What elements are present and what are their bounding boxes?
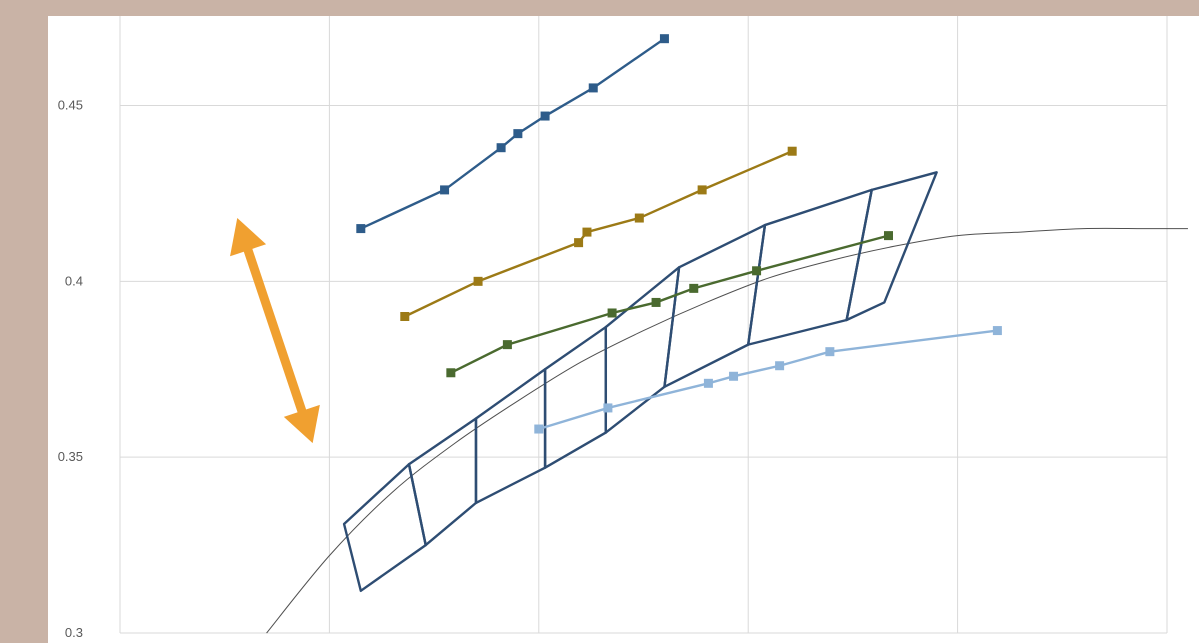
series-3-point: [775, 361, 785, 371]
plot-area: [48, 16, 1199, 643]
series-3-point: [729, 371, 739, 381]
annotation-arrow-head-bottom: [283, 404, 320, 444]
series-3-point: [992, 326, 1002, 336]
y-tick-label: 0.45: [58, 98, 83, 113]
series-1-point: [697, 185, 707, 195]
series-1-point: [574, 238, 584, 248]
y-tick-label: 0.3: [65, 625, 83, 640]
series-1-point: [582, 227, 592, 237]
series-0-point: [540, 111, 550, 121]
series-0-point: [659, 34, 669, 44]
series-0-point: [513, 129, 523, 139]
series-2-point: [446, 368, 456, 378]
series-2-point: [607, 308, 617, 318]
gridlines: [119, 16, 1168, 634]
series-2-point: [689, 283, 699, 293]
series-0-point: [496, 143, 506, 153]
series-3-point: [825, 347, 835, 357]
series-3-point: [603, 403, 613, 413]
series-1-point: [400, 312, 410, 321]
annotation-arrow-shaft: [242, 245, 308, 417]
trend-curve-layer: [266, 227, 1188, 634]
series-1-point: [634, 213, 644, 223]
annotation-arrow-layer: [230, 218, 320, 444]
series-2-point: [752, 266, 762, 276]
series-3-point: [534, 424, 544, 434]
series-0-point: [440, 185, 450, 195]
series-0-point: [356, 224, 366, 234]
series-3-point: [703, 378, 713, 388]
envelope-cell-7: [845, 171, 938, 322]
y-tick-label: 0.4: [65, 273, 83, 288]
y-tick-label: 0.35: [58, 449, 83, 464]
annotation-arrow-head-top: [230, 218, 267, 257]
series-1-point: [787, 146, 797, 156]
series-2-point: [651, 297, 661, 307]
series-0-point: [588, 83, 598, 93]
series-layer: [356, 34, 1002, 434]
trend-curve: [266, 227, 1188, 634]
series-2-point: [502, 340, 512, 350]
envelope-layer: [342, 171, 938, 592]
y-axis-ticks: 0.3 0.35 0.4 0.45: [58, 98, 83, 641]
series-2-point: [883, 231, 893, 241]
series-1-point: [473, 276, 483, 286]
